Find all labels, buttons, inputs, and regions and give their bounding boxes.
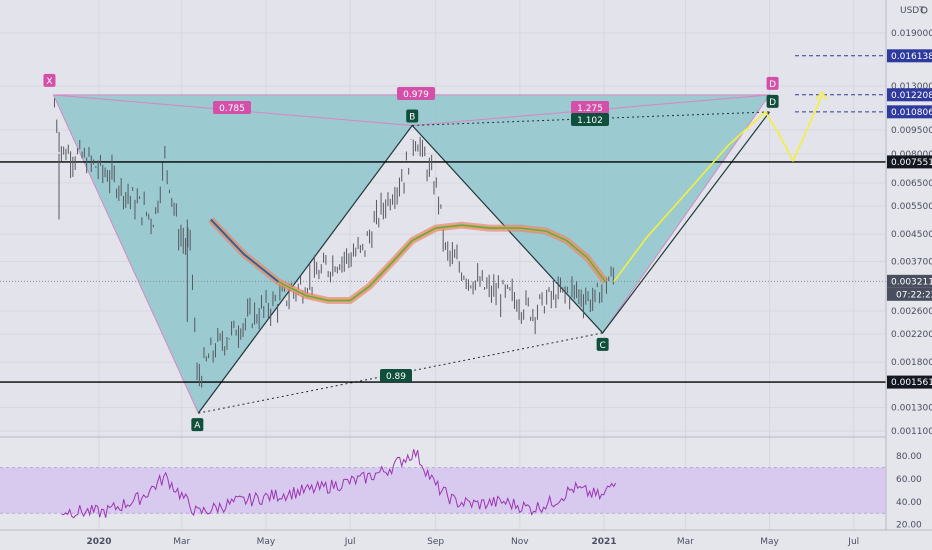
time-tick-label: Mar <box>677 537 694 547</box>
price-tag-label: 0.0122088 <box>891 91 932 101</box>
ratio-label-0: 0.785 <box>219 104 245 114</box>
ratio-label-2-bg <box>571 101 609 114</box>
point-label-c-bg <box>596 337 609 351</box>
rsi-line <box>61 449 617 519</box>
moving-average-ribbon <box>208 217 609 304</box>
point-label-a-bg <box>191 418 204 432</box>
rsi-tick-label: 80.00 <box>896 452 922 462</box>
price-tag-label: 0.0075514 <box>891 158 932 168</box>
time-axis-bg <box>0 530 932 550</box>
ma-ribbon-inner <box>210 218 607 302</box>
currency-label: USDT <box>900 6 925 16</box>
projection-arrowhead <box>815 90 828 101</box>
price-tag-label: 0.0032117 <box>891 277 932 287</box>
point-label-d-top: D <box>769 80 776 90</box>
price-tag-bg-5 <box>887 375 932 389</box>
settings-gear-icon <box>920 6 928 14</box>
time-tick-label: Nov <box>511 537 529 547</box>
price-tag-label: 0.0108069 <box>891 108 932 118</box>
price-tag-bg-0 <box>887 49 932 63</box>
point-label-d: D <box>769 98 776 108</box>
horizontal-levels <box>0 55 886 383</box>
ratio-label-1-bg <box>397 87 435 100</box>
point-label-x: X <box>46 77 52 87</box>
projection-line <box>613 95 823 283</box>
time-tick-label: Jul <box>847 537 859 547</box>
point-label-d-top-bg <box>766 76 779 90</box>
price-tag-bg-3 <box>887 155 932 169</box>
time-tick-label: Jul <box>344 537 356 547</box>
time-tick-label: May <box>257 537 276 547</box>
price-tag-label: 0.0161386 <box>891 52 932 62</box>
ratio-label-4-bg <box>380 369 412 382</box>
price-tag-label: 0.0015612 <box>891 378 932 388</box>
rsi-band <box>0 467 886 514</box>
time-tick-label: 2021 <box>591 537 616 547</box>
ratio-label-0-bg <box>213 101 251 114</box>
time-axis: 2020 Mar May Jul Sep Nov 2021 Mar May Jul <box>0 529 932 550</box>
point-label-c: C <box>599 341 605 351</box>
countdown-label: 07:22:22 <box>896 290 932 300</box>
rsi-tick-label: 60.00 <box>896 475 922 485</box>
ratio-label-3: 1.102 <box>577 116 603 126</box>
rsi-pane <box>0 449 886 519</box>
ratio-label-1: 0.979 <box>403 90 429 100</box>
time-tick-label: Sep <box>427 537 444 547</box>
time-tick-label: May <box>760 537 779 547</box>
ratio-label-3-bg <box>571 113 609 126</box>
point-label-b-bg <box>406 109 419 123</box>
point-label-x-bg <box>43 73 56 87</box>
ratio-label-2: 1.275 <box>577 104 603 114</box>
price-tag-bg-2 <box>887 105 932 119</box>
pattern-labels: X A B C DD 0.785 0.979 1.275 1.102 0.89 <box>43 73 779 432</box>
price-tag-bg-1 <box>887 88 932 102</box>
projection-path <box>613 90 828 283</box>
point-label-a: A <box>194 421 201 431</box>
countdown-bg <box>887 287 932 301</box>
ratio-label-4: 0.89 <box>386 372 406 382</box>
time-tick-label: 2020 <box>86 537 111 547</box>
rsi-tick-label: 20.00 <box>896 521 922 531</box>
point-label-d-bg <box>766 94 779 108</box>
price-tag-bg-4 <box>887 274 932 288</box>
point-label-b: B <box>409 112 415 122</box>
time-tick-label: Mar <box>173 537 190 547</box>
ma-ribbon-start <box>210 218 280 283</box>
rsi-tick-label: 40.00 <box>896 498 922 508</box>
